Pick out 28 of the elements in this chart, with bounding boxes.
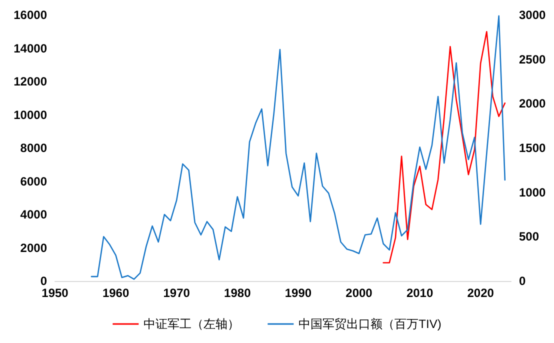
y-tick-label: 16000 — [14, 8, 48, 22]
y2-tick-label: 3000 — [519, 8, 546, 22]
y-tick-label: 8000 — [20, 141, 48, 155]
y2-tick-label: 2500 — [519, 52, 546, 66]
y-tick-label: 6000 — [20, 174, 48, 188]
y-tick-label: 14000 — [14, 41, 48, 56]
y-tick-label: 2000 — [20, 240, 48, 255]
y-tick-label: 12000 — [14, 74, 48, 88]
y-tick-label: 0 — [40, 274, 48, 288]
x-tick-label: 2020 — [467, 286, 494, 300]
line-series — [90, 15, 506, 280]
x-tick-label: 1980 — [224, 286, 252, 300]
y-tick-label: 10000 — [14, 108, 48, 122]
x-tick-label: 1950 — [42, 286, 69, 300]
line-series — [382, 30, 506, 264]
legend-label: 中证军工（左轴） — [144, 317, 240, 331]
y2-tick-label: 1000 — [519, 185, 546, 200]
legend-label: 中国军贸出口额（百万TIV) — [298, 317, 442, 331]
x-tick-label: 2000 — [346, 286, 373, 300]
y-tick-label: 4000 — [20, 208, 48, 222]
x-tick-label: 1970 — [163, 286, 190, 300]
y2-tick-label: 0 — [519, 274, 526, 288]
x-tick-label: 2010 — [406, 286, 434, 300]
x-tick-label: 1990 — [284, 286, 312, 300]
y2-tick-label: 2000 — [519, 96, 546, 111]
x-tick-label: 1960 — [102, 286, 130, 300]
y2-tick-label: 1500 — [519, 141, 546, 155]
y2-tick-label: 500 — [519, 230, 540, 244]
